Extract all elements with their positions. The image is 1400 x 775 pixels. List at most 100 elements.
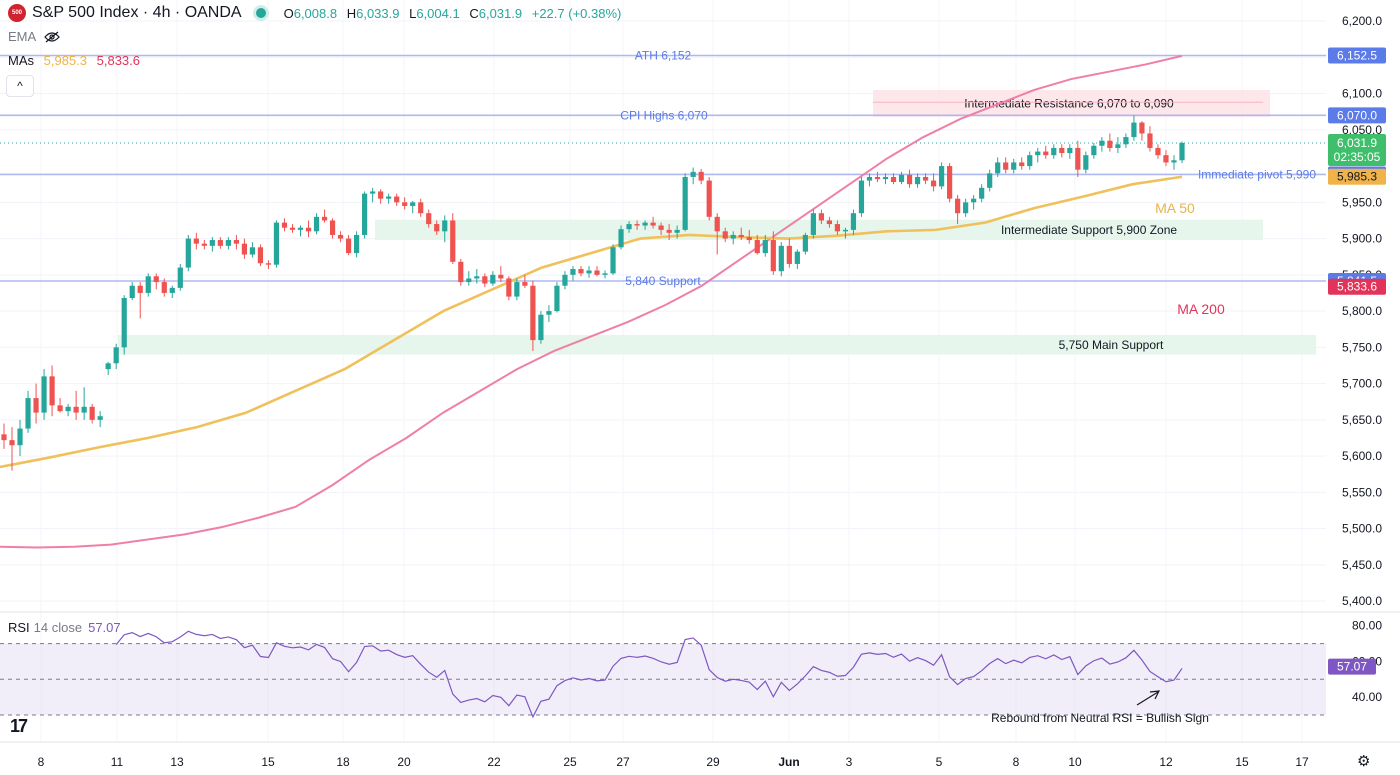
level-label: CPI Highs 6,070 (620, 108, 708, 122)
candle-body (1043, 151, 1049, 156)
candle-body (81, 406, 87, 413)
candle-body (562, 274, 568, 286)
gear-icon[interactable]: ⚙ (1357, 753, 1371, 770)
rsi-price-tag: 57.07 (1337, 660, 1367, 674)
candle-body (987, 173, 993, 188)
candle-body (1027, 155, 1033, 167)
candle-body (217, 240, 223, 246)
candle-body (1059, 147, 1065, 154)
candle-body (594, 270, 600, 275)
candle-body (1, 434, 7, 441)
annotation-arrowhead (1149, 690, 1161, 700)
candle-body (530, 285, 536, 341)
candle-body (113, 347, 119, 364)
candle-body (786, 245, 792, 264)
ma50-label: MA 50 (1155, 200, 1195, 216)
y-tick-label: 5,700.0 (1342, 377, 1382, 391)
candle-body (586, 270, 592, 274)
level-label: Immediate pivot 5,990 (1198, 167, 1316, 181)
candle-body (674, 229, 680, 233)
candle-body (121, 298, 127, 348)
ema-label: EMA (8, 29, 37, 44)
tradingview-logo-icon[interactable]: 17 (10, 716, 28, 736)
chart-title[interactable]: S&P 500 Index · 4h · OANDA (32, 4, 242, 21)
ohlc-readout: O6,008.8 H6,033.9 L6,004.1 C6,031.9 +22.… (284, 6, 628, 21)
ema-legend[interactable]: EMA (8, 29, 60, 44)
candle-body (33, 398, 39, 413)
candle-body (738, 234, 744, 238)
candle-body (402, 202, 408, 206)
candle-body (626, 224, 632, 230)
mas-legend[interactable]: MAs 5,985.3 5,833.6 (8, 53, 140, 68)
candle-body (161, 282, 167, 293)
y-tick-label: 5,750.0 (1342, 340, 1382, 354)
candle-body (41, 376, 47, 413)
candle-body (1171, 160, 1177, 163)
candle-body (650, 222, 656, 226)
ma50-tag-bg (1328, 168, 1386, 185)
candle-body (265, 263, 272, 265)
candle-body (137, 285, 143, 293)
candle-body (1011, 162, 1017, 170)
candle-body (714, 216, 720, 232)
candle-body (1147, 133, 1153, 148)
level-price-tag: 6,152.5 (1337, 48, 1377, 62)
rsi-legend[interactable]: RSI 14 close 57.07 (8, 620, 121, 635)
candle-body (554, 285, 560, 312)
level-label: ATH 6,152 (635, 48, 692, 62)
level-price-tag-bg (1328, 107, 1386, 124)
candle-body (971, 198, 977, 203)
rsi-params: 14 close (33, 620, 83, 635)
candle-body (706, 180, 712, 217)
candle-body (1075, 147, 1081, 170)
chart-header: 500 S&P 500 Index · 4h · OANDA O6,008.8 … (8, 4, 627, 22)
candle-body (618, 229, 624, 248)
ma200-price-tag: 5,833.6 (1337, 280, 1377, 294)
candle-body (209, 240, 215, 246)
y-tick-label: 5,950.0 (1342, 195, 1382, 209)
level-label: 5,840 Support (625, 274, 701, 288)
x-tick-label: Jun (778, 755, 799, 769)
candle-body (57, 405, 63, 412)
market-status-icon (255, 8, 266, 18)
candle-body (578, 269, 584, 274)
candle-body (995, 162, 1001, 174)
collapse-legend-button[interactable]: ^ (6, 75, 34, 97)
candle-body (858, 180, 865, 214)
zone-label: Intermediate Resistance 6,070 to 6,090 (964, 96, 1174, 110)
candle-body (1163, 155, 1169, 163)
zone-label: 5,750 Main Support (1059, 338, 1164, 352)
candle-body (233, 240, 239, 244)
x-tick-label: 11 (111, 755, 124, 769)
candle-body (1155, 147, 1161, 156)
candle-body (1115, 144, 1121, 148)
candle-body (241, 243, 248, 255)
candle-body (778, 245, 784, 272)
mas-label: MAs (8, 53, 34, 68)
x-tick-label: 8 (1013, 755, 1020, 769)
candle-body (1051, 147, 1057, 156)
ma50-legend-value: 5,985.3 (43, 53, 87, 68)
candle-body (1035, 151, 1041, 156)
candle-body (906, 174, 913, 185)
candle-body (65, 406, 71, 412)
x-tick-label: 5 (936, 755, 943, 769)
eye-off-icon[interactable] (44, 31, 60, 43)
candle-body (1179, 142, 1185, 161)
candle-body (898, 174, 905, 183)
close-label: C (469, 5, 479, 21)
x-tick-label: 18 (336, 755, 350, 769)
candle-body (938, 166, 945, 187)
rsi-tag-bg (1328, 658, 1376, 675)
candle-body (321, 216, 328, 221)
candle-body (834, 224, 841, 232)
last-price-tag: 6,031.9 (1337, 136, 1377, 150)
candle-body (145, 276, 151, 293)
candle-body (450, 220, 456, 262)
change-value: +22.7 (+0.38%) (531, 5, 622, 21)
candle-body (305, 227, 312, 232)
rsi-tick-label: 40.00 (1352, 690, 1382, 704)
high-value: 6,033.9 (356, 5, 400, 21)
